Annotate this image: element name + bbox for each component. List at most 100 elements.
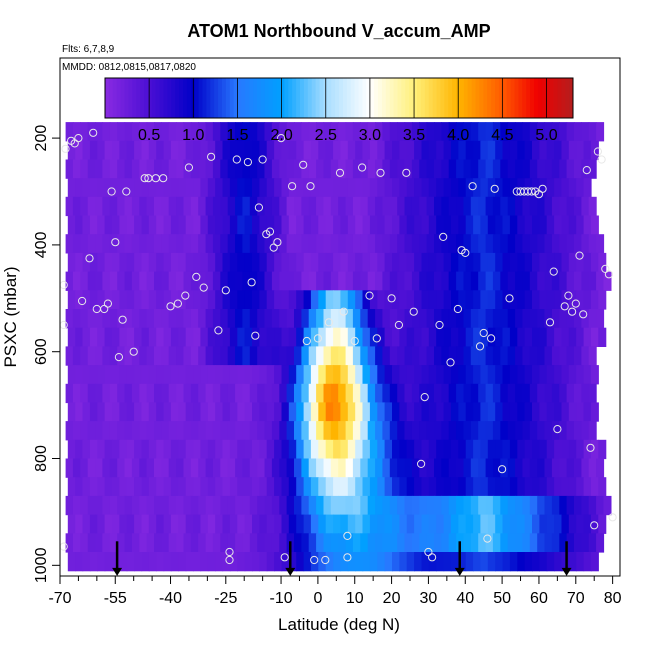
heatmap-cell <box>249 495 258 516</box>
heatmap-cell <box>532 402 540 422</box>
heatmap-cell <box>229 365 238 385</box>
heatmap-cell <box>310 252 319 273</box>
heatmap-cell <box>126 477 135 497</box>
heatmap-cell <box>473 290 482 310</box>
heatmap-cell <box>588 383 597 404</box>
heatmap-cell <box>588 533 597 553</box>
colorbar-segment <box>569 78 574 118</box>
heatmap-cell <box>303 215 312 235</box>
sample-point <box>335 168 345 177</box>
heatmap-cell <box>102 383 111 404</box>
heatmap-cell <box>104 477 113 497</box>
heatmap-cell <box>296 365 305 385</box>
colorbar-segment <box>467 78 472 118</box>
heatmap-cell <box>244 514 253 534</box>
heatmap-cell <box>568 215 577 235</box>
heatmap-cell <box>576 215 585 235</box>
heatmap-cell <box>436 365 445 385</box>
heatmap-cell <box>581 383 590 404</box>
heatmap-cell <box>443 178 452 198</box>
heatmap-cell <box>109 234 118 254</box>
heatmap-cell <box>443 439 452 460</box>
heatmap-cell <box>551 271 560 291</box>
heatmap-cell <box>404 495 413 516</box>
heatmap-cell <box>502 215 511 235</box>
heatmap-cell <box>134 514 143 534</box>
heatmap-cell <box>259 290 268 310</box>
heatmap-cell <box>492 122 501 142</box>
x-tick-label: -55 <box>104 590 127 607</box>
heatmap-cell <box>134 439 143 460</box>
heatmap-cell <box>325 327 334 347</box>
heatmap-cell <box>443 552 452 572</box>
heatmap-cell <box>266 514 275 534</box>
heatmap-cell <box>485 271 494 291</box>
heatmap-cell <box>369 514 378 534</box>
heatmap-cell <box>362 552 371 572</box>
heatmap-cell <box>301 309 310 329</box>
y-tick-label: 800 <box>33 445 50 472</box>
heatmap-cell <box>551 309 560 329</box>
heatmap-cell <box>338 234 347 254</box>
heatmap-field <box>65 122 612 572</box>
colorbar-segment <box>307 78 313 118</box>
colorbar-segment <box>124 78 129 118</box>
heatmap-cell <box>264 271 273 291</box>
heatmap-cell <box>389 458 398 478</box>
heatmap-cell <box>448 533 457 553</box>
heatmap-cell <box>178 327 187 347</box>
heatmap-cell <box>480 477 489 497</box>
heatmap-cell <box>392 365 400 385</box>
heatmap-cell <box>598 327 607 347</box>
heatmap-cell <box>193 439 202 460</box>
heatmap-cell <box>286 271 295 291</box>
heatmap-cell <box>333 178 342 198</box>
heatmap-cell <box>82 439 91 460</box>
heatmap-cell <box>463 495 472 516</box>
flights-label: Flts: 6,7,8,9 <box>62 44 115 55</box>
heatmap-cell <box>212 533 221 553</box>
heatmap-cell <box>568 140 577 161</box>
heatmap-cell <box>465 439 474 460</box>
heatmap-cell <box>266 439 275 460</box>
colorbar-segment <box>401 78 406 118</box>
heatmap-cell <box>492 533 501 553</box>
heatmap-cell <box>124 309 133 329</box>
heatmap-cell <box>448 383 457 404</box>
heatmap-cell <box>480 552 489 572</box>
heatmap-cell <box>406 365 415 385</box>
heatmap-cell <box>97 365 106 385</box>
heatmap-cell <box>310 439 319 460</box>
heatmap-cell <box>222 215 231 235</box>
heatmap-cell <box>168 421 177 441</box>
heatmap-cell <box>227 122 236 142</box>
colorbar-segment <box>194 78 199 118</box>
heatmap-cell <box>561 439 570 460</box>
heatmap-cell <box>515 309 524 329</box>
heatmap-cell <box>212 271 221 291</box>
heatmap-cell <box>65 383 74 404</box>
heatmap-cell <box>515 271 524 291</box>
colorbar-segment <box>261 78 266 118</box>
heatmap-cell <box>588 122 597 142</box>
heatmap-cell <box>561 514 570 534</box>
heatmap-cell <box>176 383 185 404</box>
heatmap-cell <box>330 271 339 291</box>
heatmap-cell <box>487 552 496 572</box>
heatmap-cell <box>473 477 482 497</box>
heatmap-cell <box>65 458 74 478</box>
heatmap-cell <box>207 439 216 460</box>
heatmap-cell <box>252 178 260 198</box>
heatmap-cell <box>517 402 526 422</box>
heatmap-cell <box>139 458 148 478</box>
colorbar-segment <box>432 78 437 118</box>
heatmap-cell <box>220 196 229 217</box>
heatmap-cell <box>266 252 275 273</box>
heatmap-cell <box>352 495 361 516</box>
heatmap-cell <box>382 346 391 366</box>
colorbar-segment <box>491 78 496 118</box>
heatmap-cell <box>532 252 540 273</box>
heatmap-cell <box>375 383 384 404</box>
heatmap-cell <box>583 477 592 497</box>
heatmap-cell <box>338 458 347 478</box>
